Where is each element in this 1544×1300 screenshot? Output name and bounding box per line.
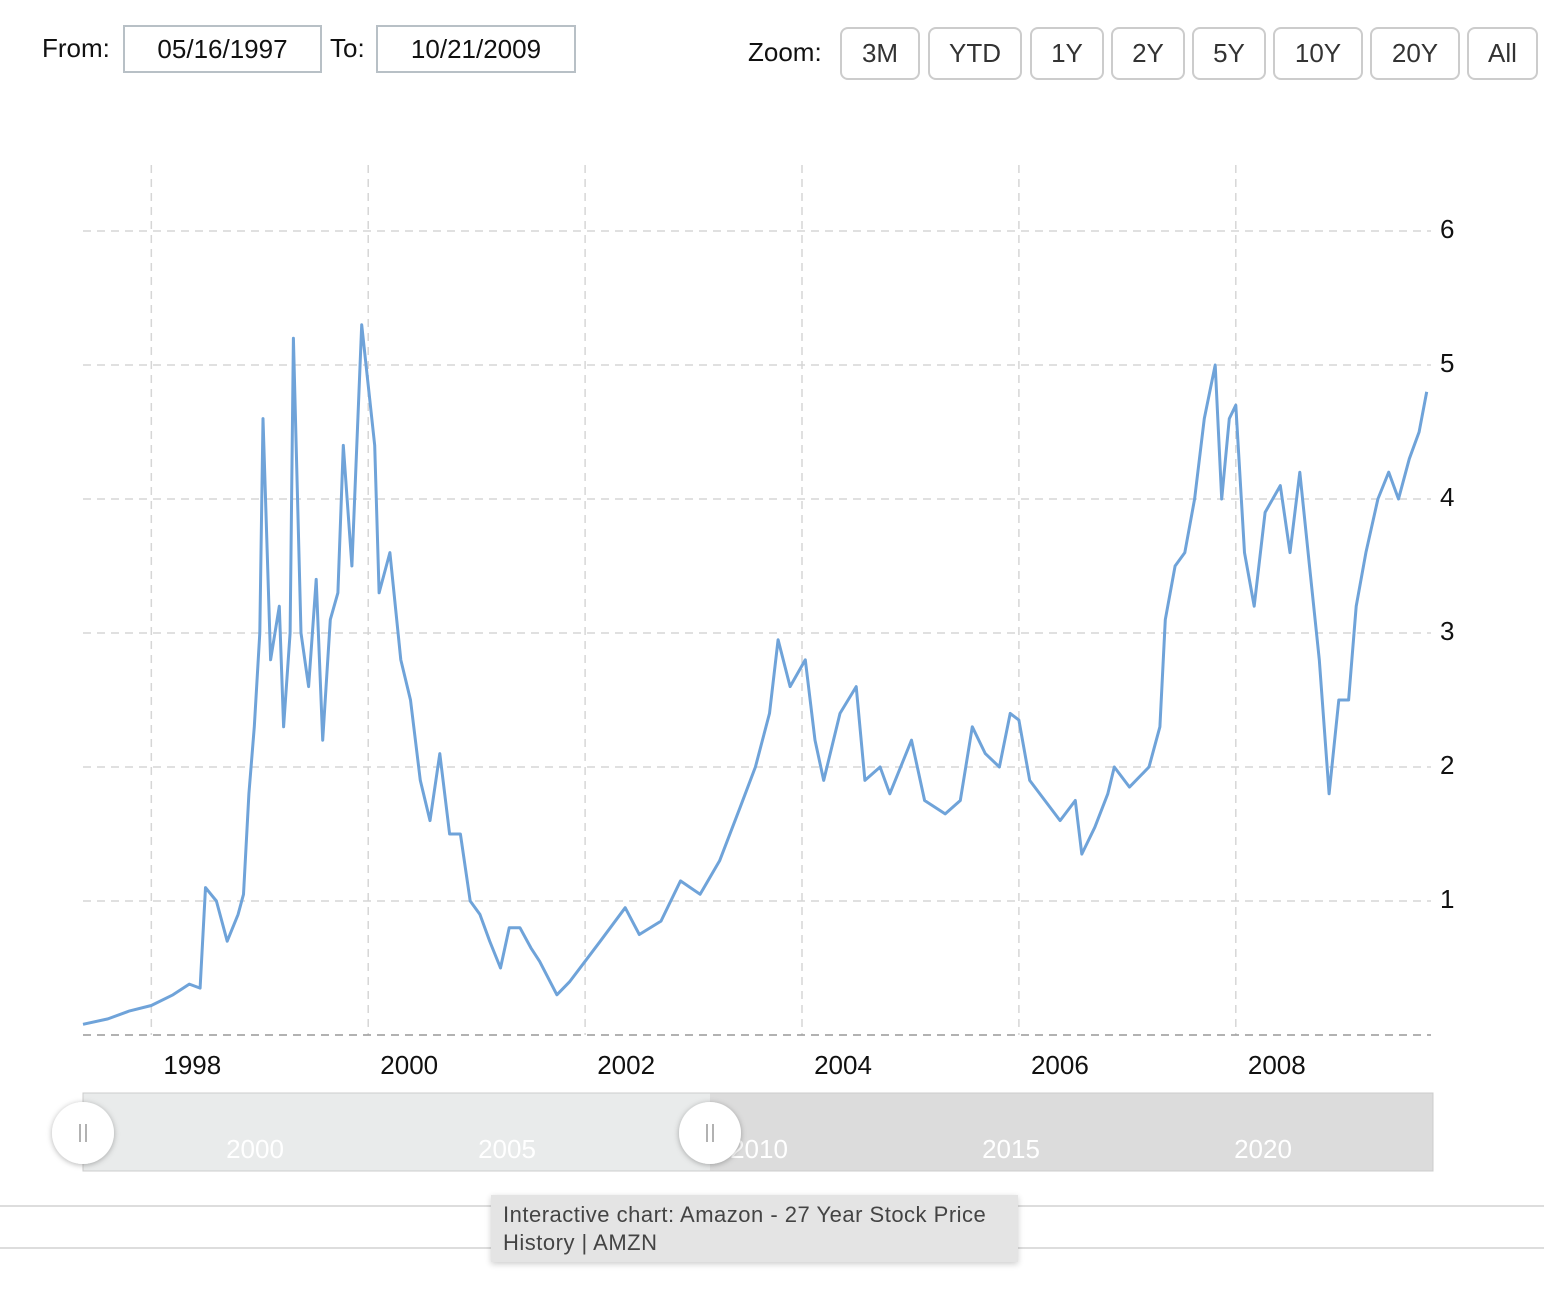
- to-input[interactable]: 10/21/2009: [376, 25, 576, 73]
- x-tick-label: 1998: [163, 1050, 221, 1080]
- handle-grip: [79, 1124, 714, 1142]
- navigator-label: 2020: [1234, 1134, 1292, 1164]
- y-tick-label: 6: [1440, 214, 1454, 244]
- grid: [83, 165, 1431, 1035]
- zoom-button[interactable]: 3M: [840, 27, 920, 80]
- zoom-button[interactable]: 5Y: [1192, 27, 1266, 80]
- x-tick-label: 2000: [380, 1050, 438, 1080]
- zoom-label: Zoom:: [748, 37, 822, 67]
- zoom-button[interactable]: YTD: [928, 27, 1022, 80]
- x-tick-label: 2006: [1031, 1050, 1089, 1080]
- y-tick-label: 3: [1440, 616, 1454, 646]
- zoom-button[interactable]: 10Y: [1273, 27, 1363, 80]
- y-tick-label: 4: [1440, 482, 1454, 512]
- navigator-handle[interactable]: [52, 1102, 114, 1164]
- navigator-label: 2000: [226, 1134, 284, 1164]
- y-tick-label: 2: [1440, 750, 1454, 780]
- x-tick-label: 2004: [814, 1050, 872, 1080]
- navigator-label: 2015: [982, 1134, 1040, 1164]
- from-input[interactable]: 05/16/1997: [123, 25, 322, 73]
- y-tick-label: 5: [1440, 348, 1454, 378]
- zoom-button[interactable]: 20Y: [1370, 27, 1460, 80]
- from-label: From:: [42, 33, 110, 63]
- to-label: To:: [330, 33, 365, 63]
- caption: Interactive chart: Amazon - 27 Year Stoc…: [491, 1195, 1018, 1262]
- y-tick-label: 1: [1440, 884, 1454, 914]
- navigator-selection: [83, 1093, 710, 1171]
- navigator-handle[interactable]: [679, 1102, 741, 1164]
- zoom-button[interactable]: All: [1467, 27, 1538, 80]
- price-line: [82, 323, 1429, 1026]
- navigator-label: 2005: [478, 1134, 536, 1164]
- x-tick-label: 2002: [597, 1050, 655, 1080]
- zoom-button[interactable]: 1Y: [1030, 27, 1104, 80]
- x-tick-label: 2008: [1248, 1050, 1306, 1080]
- zoom-button[interactable]: 2Y: [1111, 27, 1185, 80]
